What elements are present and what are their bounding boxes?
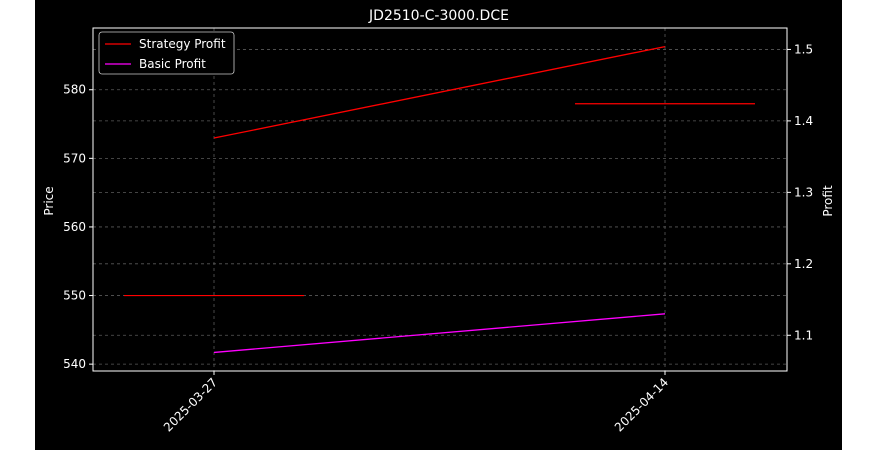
right-tick-label: 1.4 (794, 114, 813, 128)
left-tick-label: 540 (63, 357, 86, 371)
grid (93, 28, 787, 371)
chart: JD2510-C-3000.DCE 540 550 560 570 580 1.1 1.2… (42, 8, 835, 434)
plot-frame (92, 27, 788, 372)
right-tick-label: 1.1 (794, 328, 813, 342)
right-tick-label: 1.5 (794, 42, 813, 56)
left-tick-label: 570 (63, 151, 86, 165)
series-line-strategy-profit (213, 45, 666, 139)
x-axis: 2025-03-27 2025-04-14 (161, 371, 671, 434)
x-tick-label: 2025-03-27 (161, 375, 220, 434)
legend-label: Basic Profit (139, 57, 206, 71)
series-line-basic-profit (213, 313, 666, 354)
right-tick-label: 1.2 (794, 257, 813, 271)
left-tick-label: 560 (63, 220, 86, 234)
plot-area (124, 45, 755, 354)
legend-box (98, 31, 235, 75)
legend-label: Strategy Profit (139, 37, 226, 51)
left-tick-label: 550 (63, 289, 86, 303)
x-tick-label: 2025-04-14 (612, 375, 671, 434)
right-tick-label: 1.3 (794, 185, 813, 199)
right-axis: 1.1 1.2 1.3 1.4 1.5 (787, 42, 813, 342)
right-axis-label: Profit (821, 185, 835, 217)
chart-canvas: JD2510-C-3000.DCE 540 550 560 570 580 1.1 1.2… (35, 0, 842, 450)
left-tick-label: 580 (63, 83, 86, 97)
left-axis: 540 550 560 570 580 (63, 83, 93, 371)
chart-title: JD2510-C-3000.DCE (368, 8, 509, 24)
left-axis-label: Price (42, 186, 56, 215)
legend: Strategy Profit Basic Profit (98, 31, 235, 75)
